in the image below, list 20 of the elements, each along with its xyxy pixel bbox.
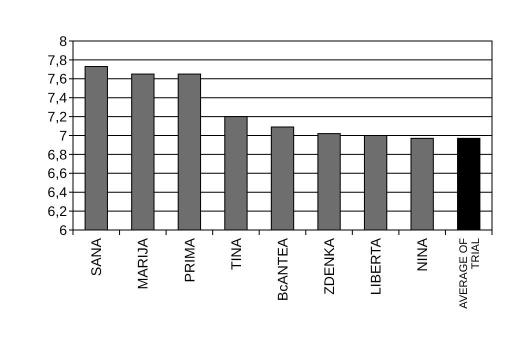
x-tick-label: MARIJA xyxy=(134,237,151,290)
y-tick-label: 6,2 xyxy=(48,203,68,219)
y-tick-label: 7,4 xyxy=(48,90,68,106)
y-tick-label: 6 xyxy=(59,222,68,238)
y-tick-label: 6,8 xyxy=(48,146,68,162)
x-tick-label: ZDENKA xyxy=(320,237,337,295)
x-tick-label: NINA xyxy=(414,237,430,272)
y-tick-label: 7,8 xyxy=(48,52,68,68)
y-tick-label: 7,6 xyxy=(48,70,68,87)
x-tick-label: PRIMA xyxy=(181,237,198,282)
x-tick-label: LIBERTA xyxy=(368,237,384,296)
y-tick-label: 6,6 xyxy=(48,165,68,182)
x-tick-label: BcANTEA xyxy=(274,237,290,302)
x-tick-label: SANA xyxy=(88,237,104,276)
y-tick-label: 6,4 xyxy=(48,184,68,200)
y-tick-label: 8 xyxy=(59,32,68,49)
y-tick-label: 7,2 xyxy=(48,108,68,124)
y-tick-label: 7 xyxy=(59,127,68,144)
x-tick-label: AVERAGE OF TRIAL xyxy=(458,238,482,309)
x-tick-label: TINA xyxy=(228,237,244,270)
